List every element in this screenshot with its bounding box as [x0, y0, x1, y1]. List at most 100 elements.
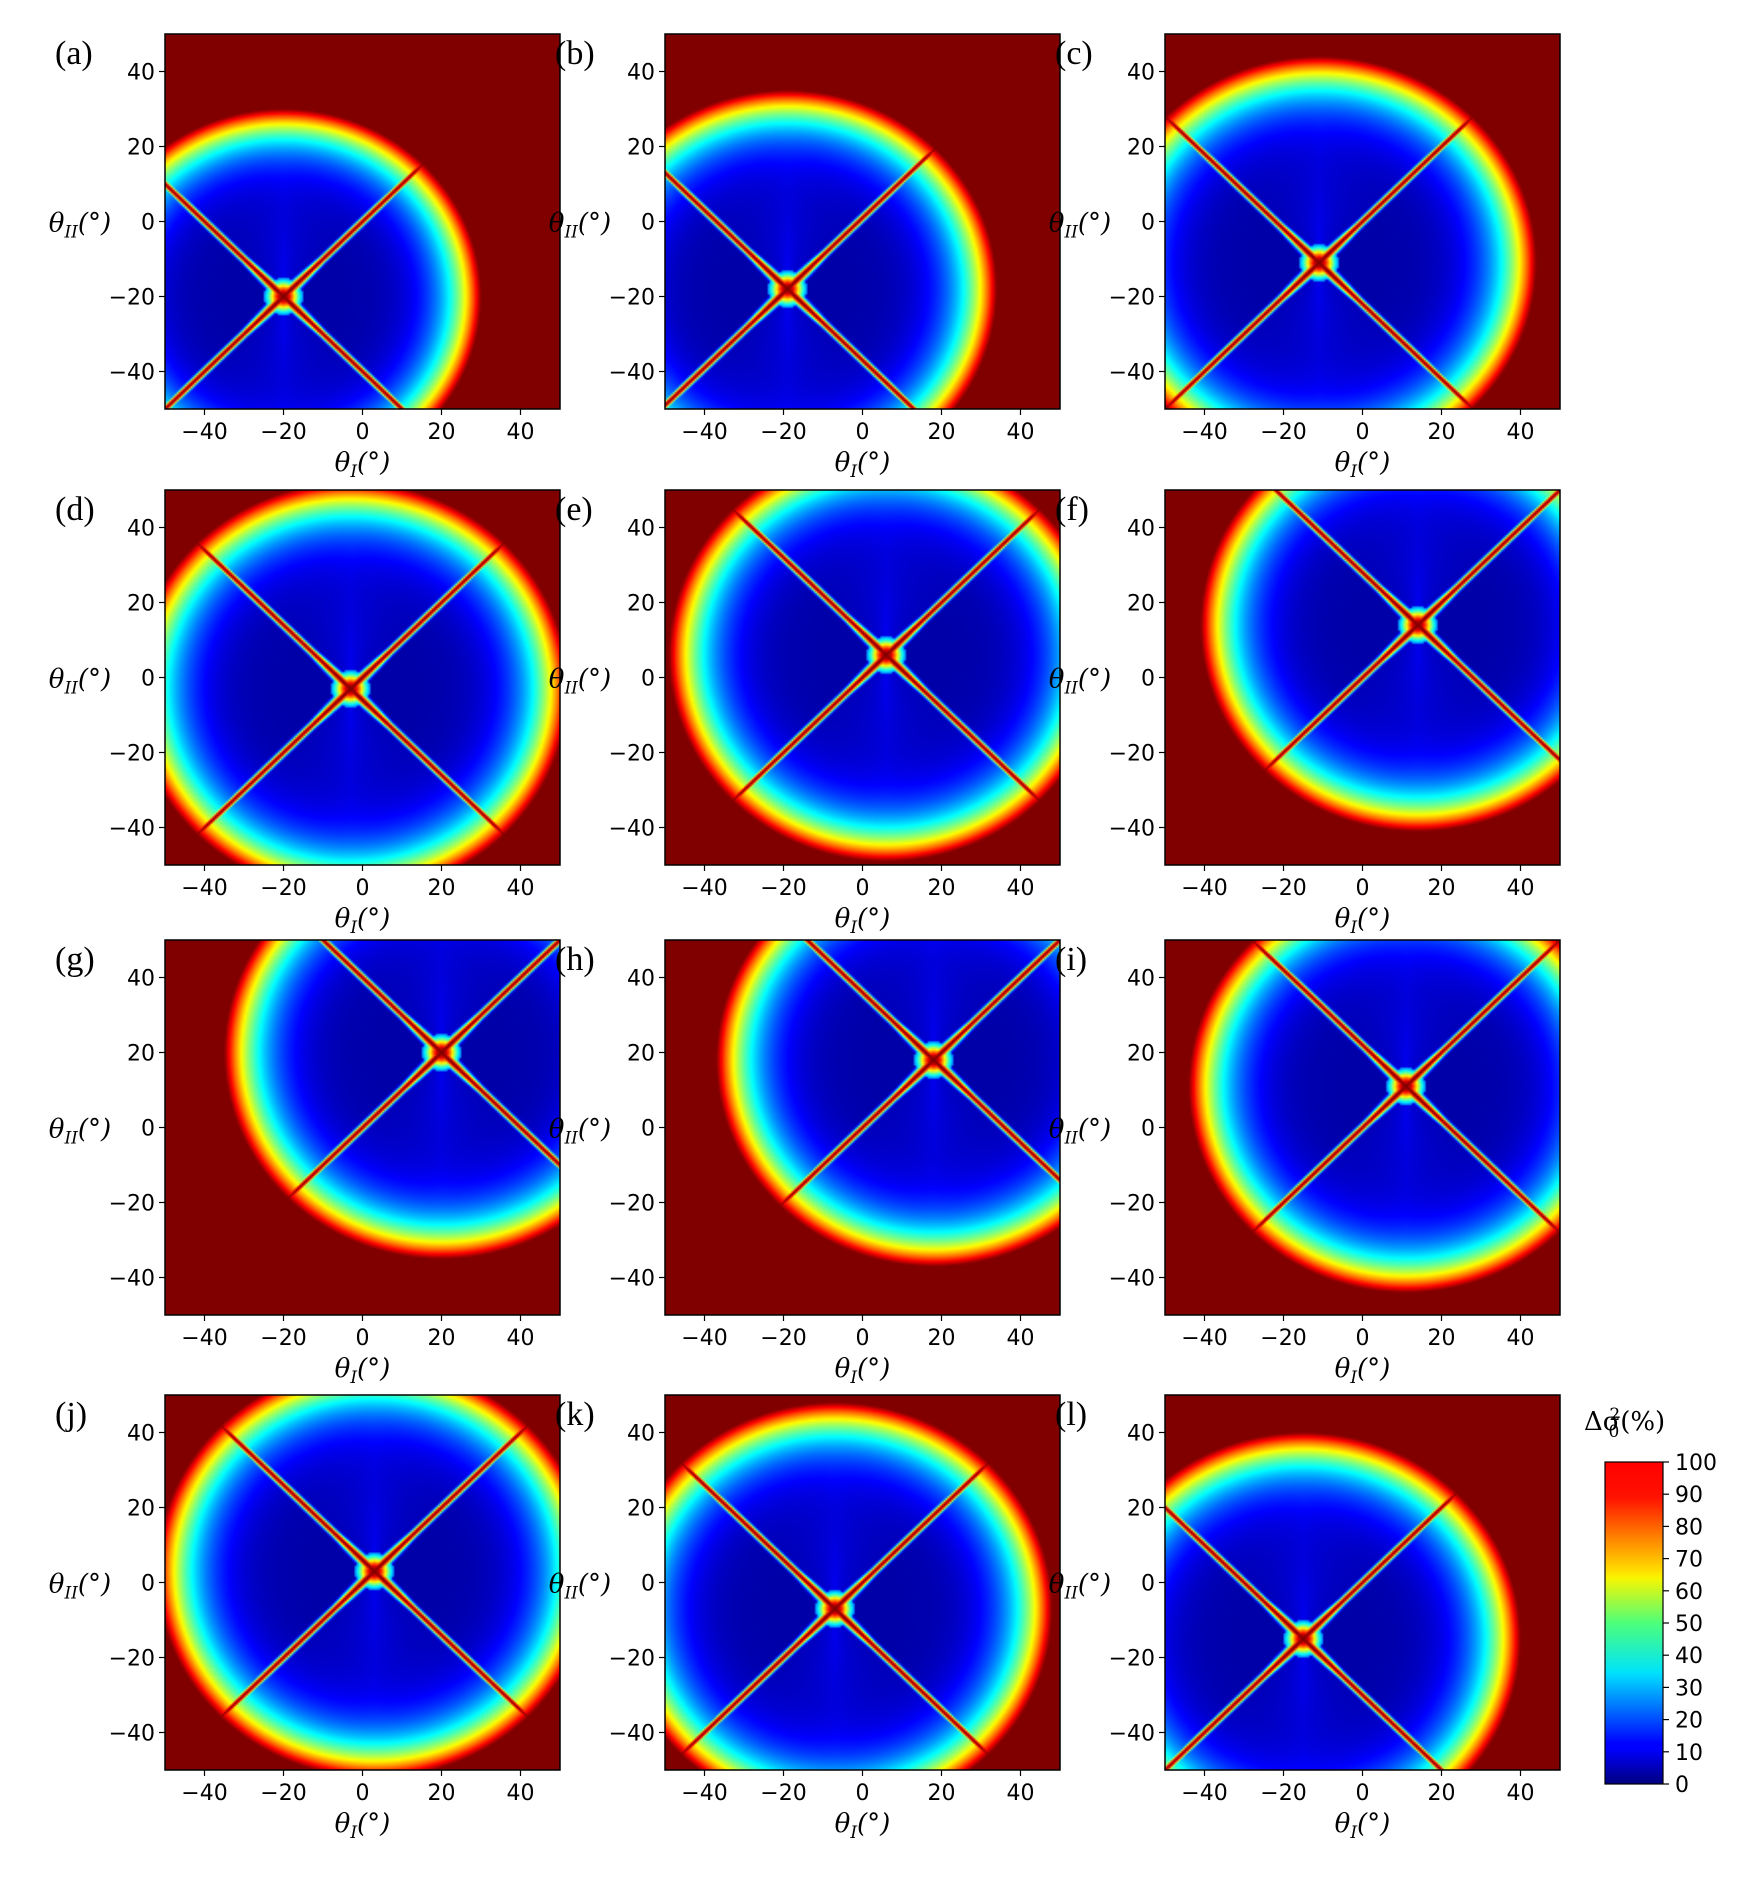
x-tick-label: 0 [356, 1781, 370, 1806]
y-tick-label: 40 [627, 517, 655, 542]
y-tick-label: 20 [1127, 1497, 1155, 1522]
heatmap-image [1165, 940, 1560, 1315]
heatmap-image [165, 34, 560, 409]
y-tick-label: 0 [641, 667, 655, 692]
y-tick-label: −40 [109, 817, 155, 842]
panel-label: (j) [55, 1396, 87, 1433]
x-tick-label: 0 [1356, 1326, 1370, 1351]
panel-label: (d) [55, 491, 95, 528]
colorbar-tick-label: 10 [1675, 1741, 1703, 1766]
x-tick-label: −40 [681, 876, 727, 901]
panel-a: (a) −40 −20 0 20 40 −40 −20 0 20 40 θI(°) θII(°) [49, 33, 561, 482]
y-axis-label: θII(°) [49, 209, 111, 243]
panel-label: (i) [1055, 941, 1087, 978]
y-axis-label: θII(°) [1049, 665, 1111, 699]
y-tick-label: −20 [109, 1647, 155, 1672]
x-tick-label: 40 [507, 420, 535, 445]
panel-label: (b) [555, 35, 595, 72]
y-tick-label: 20 [627, 592, 655, 617]
y-tick-label: −40 [609, 817, 655, 842]
y-tick-label: −20 [609, 1192, 655, 1217]
panel-e: (e) −40 −20 0 20 40 −40 −20 0 20 40 θI(°) θII(°) [549, 489, 1061, 938]
colorbar-tick-label: 80 [1675, 1515, 1703, 1540]
colorbar-tick-label: 40 [1675, 1644, 1703, 1669]
y-tick-label: 0 [141, 667, 155, 692]
colorbar-tick-label: 100 [1675, 1451, 1717, 1476]
y-axis-label: θII(°) [49, 665, 111, 699]
panel-h: (h) −40 −20 0 20 40 −40 −20 0 20 40 θI(°) θII(°) [549, 939, 1061, 1388]
x-axis-label: θI(°) [835, 904, 891, 938]
y-tick-label: −20 [609, 1647, 655, 1672]
x-tick-label: 0 [1356, 420, 1370, 445]
panel-j: (j) −40 −20 0 20 40 −40 −20 0 20 40 θI(°) θII(°) [49, 1394, 561, 1843]
x-tick-label: 0 [356, 420, 370, 445]
heatmap-image [165, 940, 560, 1315]
x-tick-label: 40 [1507, 1326, 1535, 1351]
y-tick-label: 40 [1127, 967, 1155, 992]
panel-label: (h) [555, 941, 595, 978]
x-tick-label: 20 [928, 420, 956, 445]
x-tick-label: −40 [681, 1781, 727, 1806]
panel-label: (g) [55, 941, 95, 978]
heatmap-image [165, 490, 560, 865]
x-tick-label: 40 [1507, 1781, 1535, 1806]
panel-label: (c) [1055, 35, 1093, 72]
y-tick-label: 40 [127, 517, 155, 542]
y-tick-label: −40 [1109, 361, 1155, 386]
y-tick-label: 40 [627, 967, 655, 992]
y-tick-label: −20 [109, 742, 155, 767]
colorbar-title: Δσ02(%) [1584, 1405, 1665, 1442]
colorbar-tick-label: 70 [1675, 1548, 1703, 1573]
y-axis-label: θII(°) [549, 1570, 611, 1604]
y-tick-label: 20 [127, 136, 155, 161]
x-tick-label: 20 [428, 1781, 456, 1806]
colorbar-tick-label: 90 [1675, 1483, 1703, 1508]
y-tick-label: −40 [1109, 817, 1155, 842]
y-tick-label: 40 [627, 61, 655, 86]
panel-f: (f) −40 −20 0 20 40 −40 −20 0 20 40 θI(°) θII(°) [1049, 489, 1561, 938]
x-tick-label: −20 [760, 876, 806, 901]
x-tick-label: 40 [507, 876, 535, 901]
y-axis-label: θII(°) [549, 665, 611, 699]
x-tick-label: −40 [681, 420, 727, 445]
panel-label: (f) [1055, 491, 1089, 528]
x-tick-label: −20 [260, 1781, 306, 1806]
colorbar-tick-label: 30 [1675, 1676, 1703, 1701]
y-tick-label: 20 [1127, 592, 1155, 617]
x-tick-label: −40 [181, 1781, 227, 1806]
x-tick-label: −40 [681, 1326, 727, 1351]
colorbar-tick-label: 0 [1675, 1773, 1689, 1798]
x-tick-label: 20 [1428, 1781, 1456, 1806]
x-tick-label: 0 [856, 1326, 870, 1351]
x-axis-label: θI(°) [835, 1809, 891, 1843]
y-tick-label: −20 [109, 1192, 155, 1217]
x-tick-label: −20 [1260, 1326, 1306, 1351]
x-tick-label: −20 [760, 1326, 806, 1351]
y-tick-label: 40 [1127, 61, 1155, 86]
panel-label: (a) [55, 35, 93, 72]
y-tick-label: −20 [1109, 1192, 1155, 1217]
x-tick-label: 40 [1507, 420, 1535, 445]
y-axis-label: θII(°) [1049, 1115, 1111, 1149]
x-tick-label: −40 [181, 420, 227, 445]
y-axis-label: θII(°) [49, 1115, 111, 1149]
panel-c: (c) −40 −20 0 20 40 −40 −20 0 20 40 θI(°) θII(°) [1049, 33, 1561, 482]
x-axis-label: θI(°) [835, 1354, 891, 1388]
x-axis-label: θI(°) [335, 1809, 391, 1843]
y-tick-label: −20 [109, 286, 155, 311]
x-axis-label: θI(°) [335, 448, 391, 482]
panel-g: (g) −40 −20 0 20 40 −40 −20 0 20 40 θI(°) θII(°) [49, 939, 561, 1388]
y-tick-label: −20 [609, 742, 655, 767]
y-tick-label: −40 [109, 361, 155, 386]
x-tick-label: 0 [1356, 876, 1370, 901]
y-tick-label: 40 [1127, 1422, 1155, 1447]
y-tick-label: 0 [641, 1117, 655, 1142]
x-tick-label: 40 [1007, 420, 1035, 445]
y-tick-label: 0 [1141, 1572, 1155, 1597]
x-axis-label: θI(°) [1335, 1354, 1391, 1388]
y-tick-label: −40 [609, 1267, 655, 1292]
y-tick-label: 20 [1127, 136, 1155, 161]
x-tick-label: 40 [1007, 1781, 1035, 1806]
y-tick-label: 20 [127, 592, 155, 617]
x-tick-label: −20 [260, 876, 306, 901]
